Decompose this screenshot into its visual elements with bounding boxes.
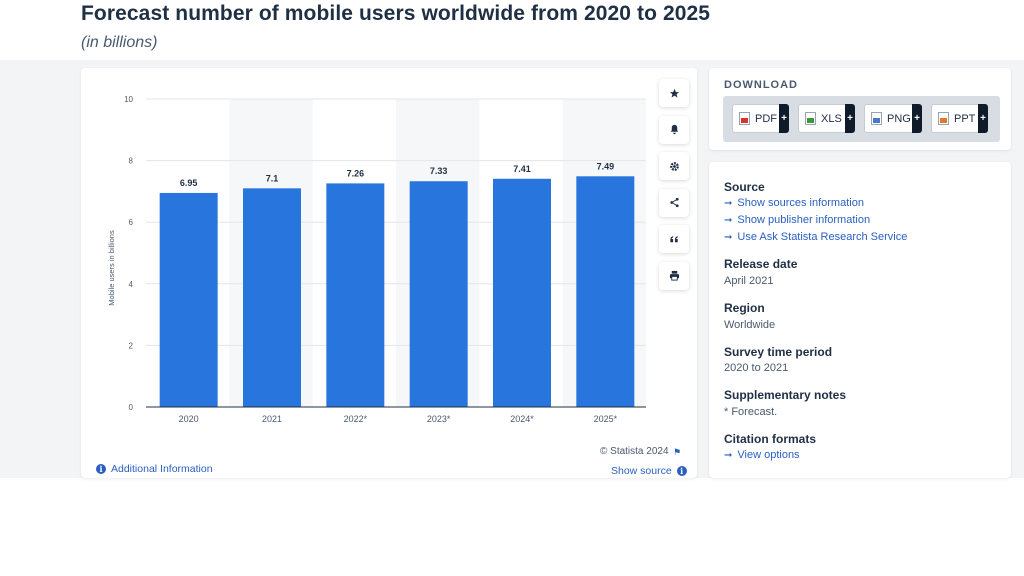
x-tick-label: 2023* xyxy=(427,414,451,424)
bell-icon xyxy=(670,124,678,135)
bar-2022 xyxy=(326,183,385,407)
supplementary-notes-heading: Supplementary notes xyxy=(724,388,847,402)
download-ppt-button[interactable]: PPT + xyxy=(931,104,988,133)
survey-period-heading: Survey time period xyxy=(724,345,833,359)
show-sources-link[interactable]: ➞ Show sources information xyxy=(724,197,864,209)
quote-icon xyxy=(669,235,678,242)
settings-button[interactable] xyxy=(659,152,689,180)
additional-information-label: Additional Information xyxy=(111,463,213,475)
data-label: 7.49 xyxy=(597,161,615,171)
citation-formats-heading: Citation formats xyxy=(724,432,817,446)
show-sources-label: Show sources information xyxy=(737,197,864,209)
show-publisher-link[interactable]: ➞ Show publisher information xyxy=(724,214,870,226)
plus-icon: + xyxy=(779,104,789,133)
download-pdf-button[interactable]: PDF + xyxy=(732,104,789,133)
view-options-link[interactable]: ➞ View options xyxy=(724,449,800,461)
plus-icon: + xyxy=(978,104,988,133)
download-panel: DOWNLOAD PDF + XLS + PNG + PPT + xyxy=(709,68,1011,150)
data-label: 7.33 xyxy=(430,166,448,176)
arrow-right-icon: ➞ xyxy=(724,232,733,243)
download-pdf-label: PDF xyxy=(755,112,777,125)
x-tick-label: 2020 xyxy=(179,414,199,424)
page-title: Forecast number of mobile users worldwid… xyxy=(81,2,711,25)
arrow-right-icon: ➞ xyxy=(724,215,733,226)
bar-2025 xyxy=(576,176,635,407)
y-tick-label: 10 xyxy=(124,95,133,104)
release-date-value: April 2021 xyxy=(724,275,774,287)
chart-toolbar xyxy=(659,79,689,298)
data-label: 7.41 xyxy=(513,164,531,174)
show-source-link[interactable]: Show source i xyxy=(611,465,687,477)
pdf-file-icon xyxy=(739,112,750,125)
arrow-right-icon: ➞ xyxy=(724,450,733,461)
research-service-label: Use Ask Statista Research Service xyxy=(737,231,908,243)
additional-information-link[interactable]: i Additional Information xyxy=(96,463,213,475)
png-file-icon xyxy=(871,112,882,125)
y-tick-label: 2 xyxy=(129,341,134,350)
data-label: 7.1 xyxy=(266,173,279,183)
xls-file-icon xyxy=(805,112,816,125)
bar-chart: 0 2 4 6 8 10 Mobile users in billions 6.95 2020 7… xyxy=(107,95,646,424)
print-icon xyxy=(669,270,679,281)
plus-icon: + xyxy=(912,104,922,133)
download-title: DOWNLOAD xyxy=(724,79,798,91)
y-tick-label: 0 xyxy=(129,403,134,412)
release-date-heading: Release date xyxy=(724,257,798,271)
data-label: 6.95 xyxy=(180,178,198,188)
print-button[interactable] xyxy=(659,261,689,290)
download-png-button[interactable]: PNG + xyxy=(864,104,922,133)
download-ppt-label: PPT xyxy=(954,112,976,125)
download-xls-button[interactable]: XLS + xyxy=(798,104,855,133)
y-tick-label: 8 xyxy=(129,157,134,166)
show-source-label: Show source xyxy=(611,465,672,477)
source-heading: Source xyxy=(724,180,765,194)
x-tick-label: 2022* xyxy=(344,414,368,424)
download-png-label: PNG xyxy=(887,112,911,125)
y-tick-label: 4 xyxy=(129,280,134,289)
gear-icon xyxy=(669,161,679,171)
bar-2020 xyxy=(159,192,218,407)
arrow-right-icon: ➞ xyxy=(724,198,733,209)
view-options-label: View options xyxy=(737,449,800,461)
y-tick-label: 6 xyxy=(129,218,134,227)
survey-period-value: 2020 to 2021 xyxy=(724,362,789,374)
x-tick-label: 2024* xyxy=(510,414,534,424)
plus-icon: + xyxy=(845,104,855,133)
star-icon xyxy=(669,88,679,98)
research-service-link[interactable]: ➞ Use Ask Statista Research Service xyxy=(724,231,907,243)
chart-card: 0 2 4 6 8 10 Mobile users in billions 6.95 2020 7… xyxy=(81,68,697,478)
ppt-file-icon xyxy=(938,112,949,125)
download-buttons-row: PDF + XLS + PNG + PPT + xyxy=(723,96,1000,142)
y-axis-label: Mobile users in billions xyxy=(107,230,116,306)
share-button[interactable] xyxy=(659,188,689,217)
info-icon: i xyxy=(676,466,687,476)
favorite-button[interactable] xyxy=(659,79,689,107)
x-tick-label: 2021 xyxy=(262,414,282,424)
statistic-details-panel: Source ➞ Show sources information ➞ Show p… xyxy=(709,162,1011,478)
cite-button[interactable] xyxy=(659,225,689,253)
download-xls-label: XLS xyxy=(821,112,842,125)
notification-button[interactable] xyxy=(659,115,689,144)
data-label: 7.26 xyxy=(347,168,365,178)
x-tick-label: 2025* xyxy=(594,414,618,424)
page-subtitle: (in billions) xyxy=(81,34,158,51)
region-heading: Region xyxy=(724,301,765,315)
bar-2023 xyxy=(409,181,468,407)
copyright-text: © Statista 2024 xyxy=(600,446,669,457)
region-value: Worldwide xyxy=(724,319,776,331)
share-icon xyxy=(669,197,679,208)
info-icon: i xyxy=(96,464,106,474)
bar-2021 xyxy=(243,188,301,407)
bar-2024 xyxy=(493,178,551,407)
flag-icon[interactable]: ⚑ xyxy=(673,447,682,457)
show-publisher-label: Show publisher information xyxy=(737,214,871,226)
supplementary-notes-value: * Forecast. xyxy=(724,406,778,418)
